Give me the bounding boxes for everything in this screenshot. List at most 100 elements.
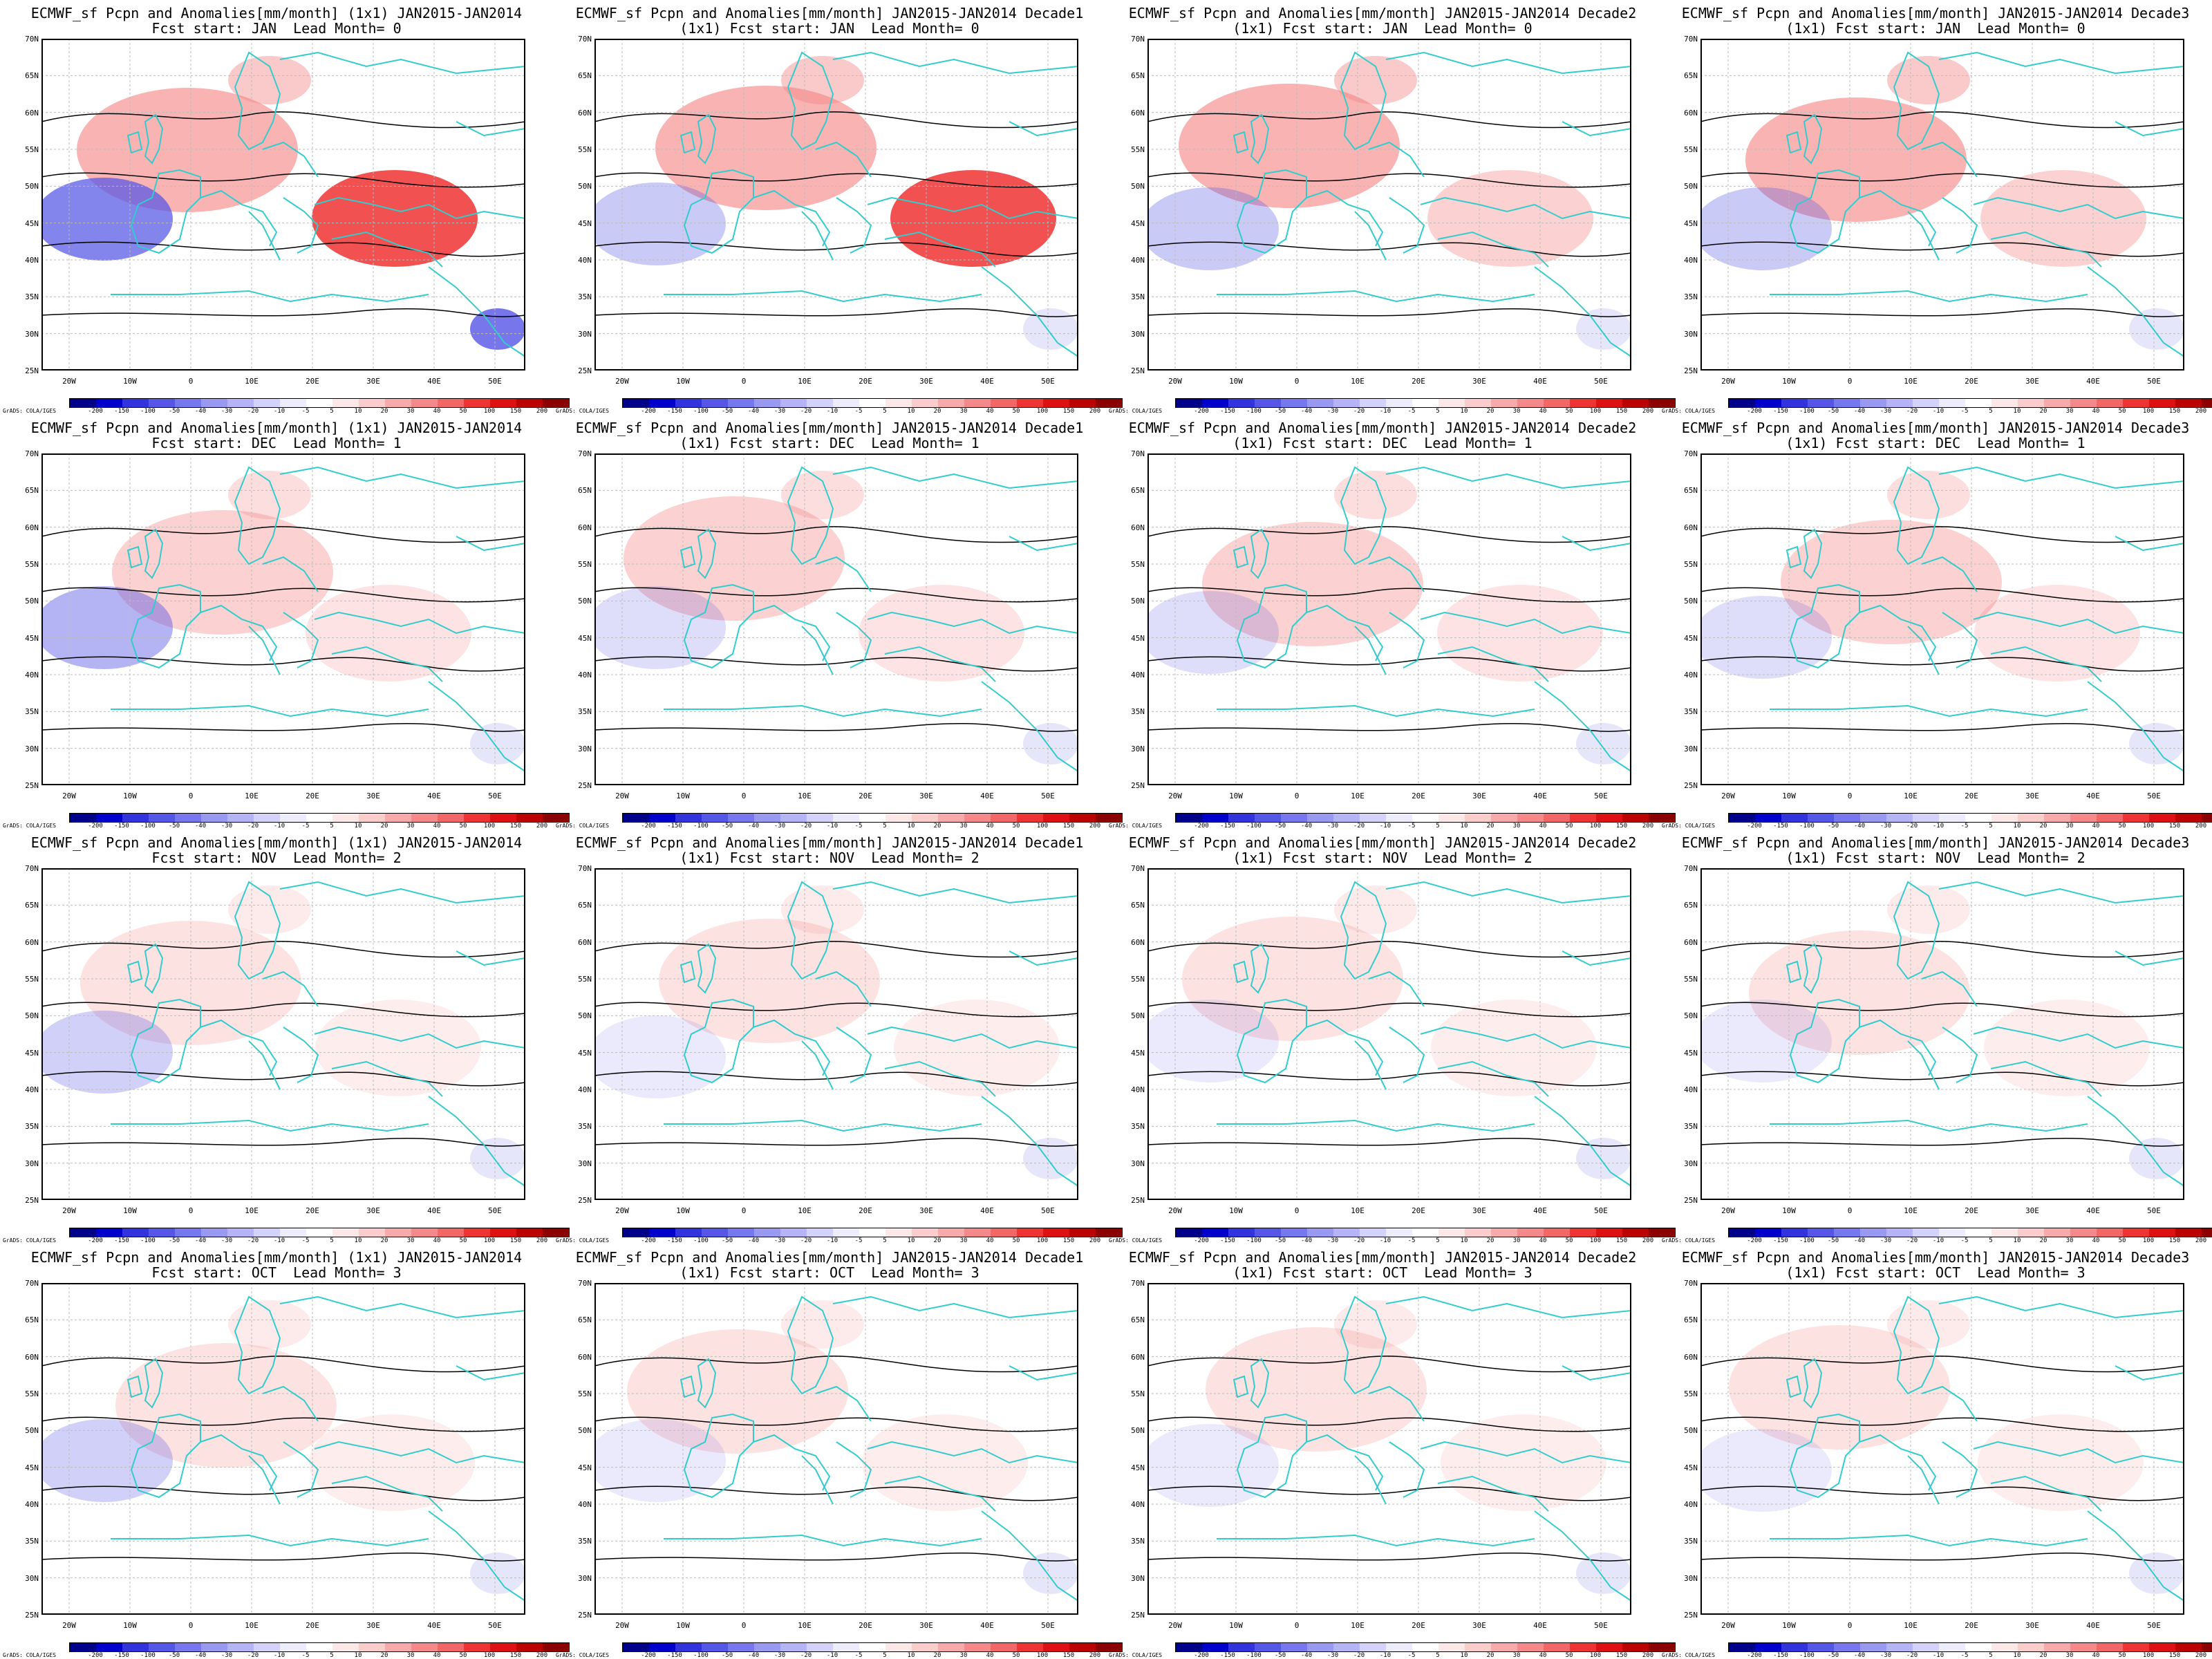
colorbar-swatch	[2070, 1228, 2097, 1237]
lat-tick-label: 50N	[1131, 1426, 1145, 1436]
colorbar	[1175, 813, 1676, 823]
lon-tick-label: 0	[1294, 1206, 1300, 1215]
colorbar-label: 100	[483, 1237, 496, 1244]
colorbar	[69, 1642, 570, 1652]
climatology-contour	[594, 308, 1078, 317]
coastline	[1990, 231, 2102, 268]
coastline	[836, 1441, 872, 1498]
colorbar-label: 30	[1512, 823, 1521, 830]
lon-tick-label: 10E	[1351, 791, 1365, 800]
colorbar-label: -5	[1407, 823, 1416, 830]
coastline	[144, 943, 164, 994]
colorbar-label: -40	[747, 823, 760, 830]
colorbar-label: -30	[1880, 1237, 1892, 1244]
colorbar-label: -30	[1880, 823, 1892, 830]
coastline	[1250, 113, 1270, 165]
anomaly-shading	[890, 170, 1056, 267]
colorbar-swatch	[1781, 1643, 1808, 1651]
lat-tick-label: 55N	[1684, 560, 1698, 569]
lat-tick-label: 50N	[1684, 1426, 1698, 1436]
lat-tick-label: 30N	[1684, 744, 1698, 753]
colorbar-swatch	[1333, 1643, 1360, 1651]
lon-tick-label: 30E	[1472, 1621, 1486, 1630]
coastline	[664, 290, 982, 303]
colorbar-swatch	[1176, 1643, 1202, 1651]
colorbar-label: 40	[1539, 408, 1547, 415]
coastline	[683, 583, 754, 669]
lat-tick-label: 30N	[578, 744, 592, 753]
lat-tick-label: 60N	[1684, 1352, 1698, 1362]
lat-tick-label: 70N	[1131, 1279, 1145, 1288]
lon-tick-label: 10E	[798, 791, 812, 800]
panel-subtitle: (1x1) Fcst start: OCT Lead Month= 3	[679, 1264, 980, 1281]
anomaly-shading	[1147, 1424, 1279, 1507]
colorbar-label: 40	[433, 408, 441, 415]
anomaly-shading	[1147, 591, 1279, 674]
colorbar-swatch	[1781, 814, 1808, 822]
colorbar-swatch	[1729, 399, 1755, 407]
lat-tick-label: 30N	[25, 1573, 39, 1583]
colorbar-label: 50	[1012, 1652, 1020, 1659]
coastline	[1389, 612, 1425, 668]
coastline	[679, 960, 696, 984]
climatology-contour	[41, 656, 525, 672]
coastline	[884, 231, 996, 268]
colorbar-label: -5	[1960, 1652, 1969, 1659]
lat-tick-label: 45N	[1131, 1463, 1145, 1472]
coastline	[832, 51, 1078, 75]
lat-tick-label: 40N	[25, 1500, 39, 1509]
coastline	[836, 197, 872, 254]
colorbar	[69, 398, 570, 408]
colorbar-swatch	[1360, 1643, 1386, 1651]
colorbar-swatch	[280, 399, 306, 407]
colorbar-swatch	[1886, 814, 1913, 822]
colorbar-swatch	[2044, 399, 2070, 407]
grads-credit: GrADS: COLA/IGES	[1109, 1652, 1163, 1658]
colorbar-label: 10	[907, 408, 915, 415]
colorbar-swatch	[96, 399, 122, 407]
colorbar-swatch	[280, 1643, 306, 1651]
colorbar-swatch	[649, 814, 675, 822]
coastline	[1236, 583, 1307, 669]
colorbar-swatch	[1991, 1643, 2018, 1651]
lon-tick-label: 40E	[2086, 377, 2100, 386]
colorbar-swatch	[1965, 1643, 1991, 1651]
anomaly-shading	[1334, 1300, 1417, 1349]
colorbar-label: -100	[1799, 408, 1815, 415]
lon-tick-label: 20W	[1168, 1206, 1182, 1215]
coastline	[130, 998, 201, 1084]
colorbar-label: 200	[1642, 408, 1654, 415]
panel-subtitle: (1x1) Fcst start: NOV Lead Month= 2	[1232, 850, 1533, 866]
climatology-contour	[1700, 1071, 2184, 1087]
colorbar-swatch	[649, 1228, 675, 1237]
colorbar-swatch	[516, 399, 543, 407]
colorbar-label: -5	[301, 1237, 310, 1244]
lon-tick-label: 30E	[919, 791, 933, 800]
colorbar-label: -150	[667, 823, 682, 830]
colorbar-label: 30	[1512, 1237, 1521, 1244]
climatology-contour	[1700, 1485, 2184, 1501]
colorbar-swatch	[1255, 814, 1281, 822]
lon-tick-label: 10W	[1782, 791, 1796, 800]
coastline	[1938, 466, 2184, 489]
lon-tick-label: 20W	[615, 1621, 629, 1630]
colorbar-swatch	[1649, 1643, 1675, 1651]
precip-anomaly-map	[41, 453, 525, 785]
coastline	[248, 1040, 281, 1090]
colorbar-label: -100	[1246, 408, 1262, 415]
colorbar-swatch	[201, 1643, 227, 1651]
colorbar-label: -50	[1827, 1652, 1839, 1659]
colorbar-label: -200	[88, 408, 103, 415]
coastline	[279, 466, 525, 489]
colorbar-label: -150	[667, 408, 682, 415]
colorbar-swatch	[2123, 1228, 2149, 1237]
colorbar-label: 200	[1642, 1652, 1654, 1659]
lat-tick-label: 35N	[1131, 707, 1145, 717]
colorbar-label: 100	[1036, 823, 1049, 830]
colorbar-swatch	[280, 814, 306, 822]
colorbar-label: -5	[1960, 1237, 1969, 1244]
lat-tick-label: 60N	[25, 108, 39, 118]
colorbar-swatch	[1517, 814, 1544, 822]
colorbar-swatch	[1755, 399, 1781, 407]
coastline	[262, 1385, 319, 1422]
